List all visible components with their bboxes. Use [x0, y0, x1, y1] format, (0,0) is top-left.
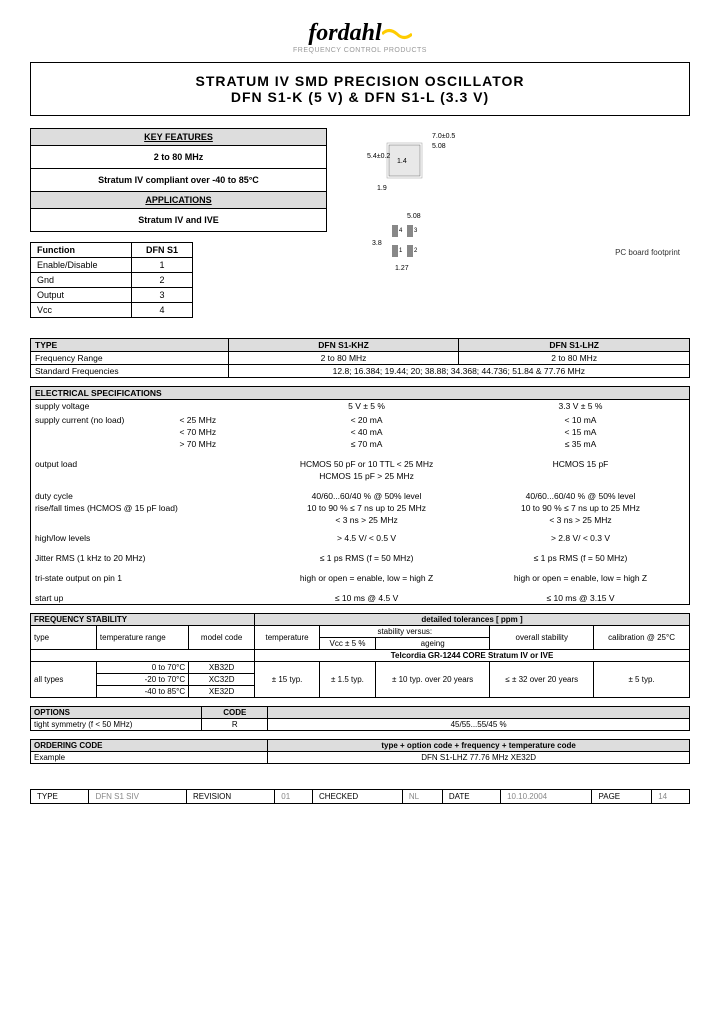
- output-load-label: output load: [31, 458, 176, 470]
- hilo-label: high/low levels: [31, 532, 176, 544]
- telcordia: Telcordia GR-1244 CORE Stratum IV or IVE: [255, 650, 690, 662]
- features-header: KEY FEATURES: [31, 129, 327, 146]
- jitter-label: Jitter RMS (1 kHz to 20 MHz): [31, 552, 262, 564]
- svg-text:3: 3: [414, 228, 418, 234]
- pin-h2: DFN S1: [131, 243, 193, 258]
- pin-row: Enable/Disable: [31, 258, 132, 273]
- apps-value: Stratum IV and IVE: [31, 209, 327, 232]
- type-c2: DFN S1-LHZ: [459, 339, 690, 352]
- svg-text:4: 4: [399, 228, 403, 234]
- title-line1: STRATUM IV SMD PRECISION OSCILLATOR: [41, 73, 679, 89]
- svg-text:5.08: 5.08: [432, 143, 446, 150]
- fs-sub: detailed tolerances [ ppm ]: [255, 614, 690, 626]
- supply-v-label: supply voltage: [31, 400, 176, 413]
- svg-text:1.27: 1.27: [395, 265, 409, 272]
- sv2: 3.3 V ± 5 %: [472, 400, 690, 413]
- pin-table: FunctionDFN S1 Enable/Disable1 Gnd2 Outp…: [30, 242, 193, 318]
- options-table: OPTIONSCODE tight symmetry (f < 50 MHz)R…: [30, 706, 690, 731]
- pin-row: Gnd: [31, 273, 132, 288]
- std-freq: 12.8; 16.384; 19.44; 20; 38.88; 34.368; …: [228, 365, 689, 378]
- pin-val: 3: [131, 288, 193, 303]
- elec-header: ELECTRICAL SPECIFICATIONS: [31, 387, 690, 400]
- title-line2: DFN S1-K (5 V) & DFN S1-L (3.3 V): [41, 89, 679, 105]
- svg-text:7.0±0.5: 7.0±0.5: [432, 133, 455, 140]
- rise-label: rise/fall times (HCMOS @ 15 pF load): [31, 502, 262, 514]
- svg-text:2: 2: [414, 248, 418, 254]
- svg-text:1.4: 1.4: [397, 158, 407, 165]
- sv1: 5 V ± 5 %: [261, 400, 472, 413]
- fs-header: FREQUENCY STABILITY: [31, 614, 255, 626]
- pin-h1: Function: [31, 243, 132, 258]
- title-box: STRATUM IV SMD PRECISION OSCILLATOR DFN …: [30, 62, 690, 116]
- freq-range-1: 2 to 80 MHz: [228, 352, 459, 365]
- pin-val: 4: [131, 303, 193, 318]
- svg-text:3.8: 3.8: [372, 240, 382, 247]
- supply-c-label: supply current (no load): [31, 414, 176, 426]
- svg-text:1: 1: [399, 248, 403, 254]
- ordering-table: ORDERING CODEtype + option code + freque…: [30, 739, 690, 764]
- diagram-area: 7.0±0.5 5.08 5.4±0.2 1.4 1.9 5.08 4 3 1 …: [347, 128, 690, 328]
- apps-header: APPLICATIONS: [31, 192, 327, 209]
- logo-tagline: FREQUENCY CONTROL PRODUCTS: [30, 47, 690, 54]
- footprint-diagram: 5.08 4 3 1 2 3.8 1.27: [347, 210, 507, 280]
- feature-2: Stratum IV compliant over -40 to 85°C: [31, 169, 327, 192]
- freq-range-label: Frequency Range: [31, 352, 229, 365]
- footer-table: TYPEDFN S1 SIV REVISION01 CHECKEDNL DATE…: [30, 789, 690, 804]
- pin-val: 1: [131, 258, 193, 273]
- duty-label: duty cycle: [31, 490, 176, 502]
- svg-text:5.08: 5.08: [407, 213, 421, 220]
- std-freq-label: Standard Frequencies: [31, 365, 229, 378]
- logo-block: fordahl FREQUENCY CONTROL PRODUCTS: [30, 20, 690, 54]
- logo-text: fordahl: [308, 20, 411, 47]
- package-diagram: 7.0±0.5 5.08 5.4±0.2 1.4 1.9: [347, 128, 507, 198]
- ord-header: ORDERING CODE: [31, 740, 268, 752]
- features-table: KEY FEATURES 2 to 80 MHz Stratum IV comp…: [30, 128, 327, 232]
- footprint-label: PC board footprint: [615, 248, 680, 257]
- opt-header: OPTIONS: [31, 707, 202, 719]
- elec-table: ELECTRICAL SPECIFICATIONS supply voltage…: [30, 386, 690, 605]
- freq-range-2: 2 to 80 MHz: [459, 352, 690, 365]
- pin-val: 2: [131, 273, 193, 288]
- pin-row: Output: [31, 288, 132, 303]
- svg-text:5.4±0.2: 5.4±0.2: [367, 153, 390, 160]
- type-c1: DFN S1-KHZ: [228, 339, 459, 352]
- type-table: TYPEDFN S1-KHZDFN S1-LHZ Frequency Range…: [30, 338, 690, 378]
- startup-label: start up: [31, 592, 176, 605]
- freq-stab-table: FREQUENCY STABILITY detailed tolerances …: [30, 613, 690, 698]
- feature-1: 2 to 80 MHz: [31, 146, 327, 169]
- type-header: TYPE: [31, 339, 229, 352]
- pin-row: Vcc: [31, 303, 132, 318]
- svg-text:1.9: 1.9: [377, 185, 387, 192]
- tristate-label: tri-state output on pin 1: [31, 572, 262, 584]
